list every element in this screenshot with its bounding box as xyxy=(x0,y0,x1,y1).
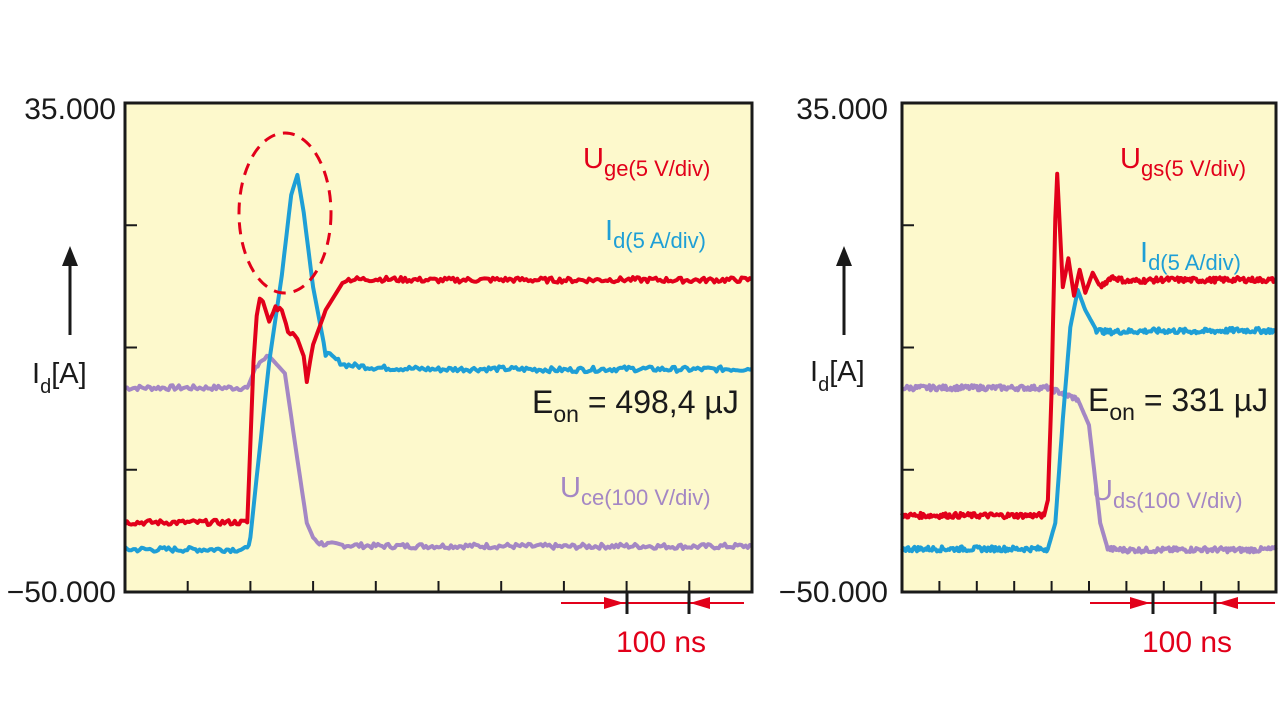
right-ticks xyxy=(902,224,1240,592)
right-plot-area xyxy=(902,103,1276,592)
right-plot-frame xyxy=(900,101,1278,594)
right-label-uds: Uds(100 V/div) xyxy=(1092,475,1243,513)
right-ytick-top: 35.000 xyxy=(796,93,888,126)
left-plot-area xyxy=(125,103,752,592)
left-label-id: Id(5 A/div) xyxy=(605,215,706,253)
left-trace-id xyxy=(123,172,753,554)
left-label-uge: Uge(5 V/div) xyxy=(583,143,710,181)
right-label-id: Id(5 A/div) xyxy=(1140,237,1241,275)
left-traces xyxy=(123,172,754,554)
left-y-arrow xyxy=(62,246,78,335)
right-timebase-label: 100 ns xyxy=(1142,626,1232,659)
left-y-label: Id[A] xyxy=(32,358,87,398)
left-ytick-top: 35.000 xyxy=(24,93,116,126)
left-timebase-label: 100 ns xyxy=(616,626,706,659)
left-energy-label: Eon = 498,4 µJ xyxy=(532,384,739,427)
left-ticks xyxy=(125,224,691,592)
right-energy-label: Eon = 331 µJ xyxy=(1088,382,1268,425)
left-trace-ce xyxy=(124,353,753,551)
right-panel: 35.000 −50.000 Id[A] Ugs(5 V/div) Id(5 A… xyxy=(779,93,1278,659)
left-timebase-marker xyxy=(561,592,744,614)
left-ytick-bottom: −50.000 xyxy=(7,576,116,609)
right-y-arrow xyxy=(836,246,852,335)
left-plot-frame xyxy=(123,101,754,594)
right-y-label: Id[A] xyxy=(810,356,865,396)
right-ytick-bottom: −50.000 xyxy=(779,576,888,609)
left-trace-ge xyxy=(123,274,754,527)
right-trace-id xyxy=(900,288,1277,554)
right-timebase-marker xyxy=(1090,592,1275,614)
right-trace-ce xyxy=(900,383,1278,555)
right-traces xyxy=(900,171,1278,555)
right-trace-ge xyxy=(900,171,1277,521)
left-label-uce: Uce(100 V/div) xyxy=(560,472,711,510)
left-panel: 35.000 −50.000 Id[A] Uge(5 V/div) Id(5 A… xyxy=(7,93,754,659)
right-label-ugs: Ugs(5 V/div) xyxy=(1120,143,1246,181)
left-highlight-ellipse xyxy=(237,131,333,295)
